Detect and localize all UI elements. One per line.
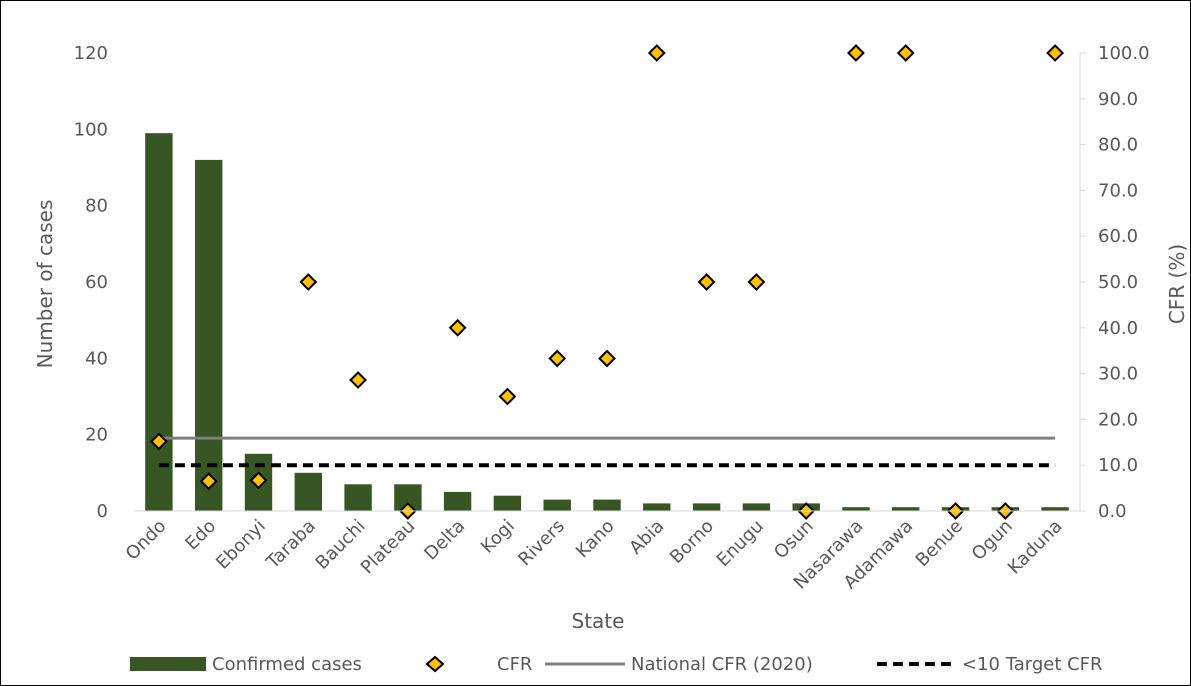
cfr-marker-ondo — [149, 432, 168, 451]
legend-label-national-cfr: National CFR (2020) — [631, 654, 813, 675]
y-tick-label: 80 — [85, 196, 108, 217]
cfr-marker-nasarawa — [847, 44, 865, 62]
bar-edo — [195, 159, 223, 511]
y2-tick-label: 0.0 — [1098, 501, 1127, 522]
bar-nasarawa — [842, 507, 870, 511]
cfr-marker-edo — [199, 472, 218, 491]
bar-adamawa — [892, 507, 920, 511]
x-tick-label-borno: Borno — [666, 516, 718, 568]
cfr-marker-kaduna — [1046, 44, 1065, 62]
x-tick-label-ondo: Ondo — [122, 516, 171, 565]
y-tick-label: 120 — [74, 43, 108, 64]
cfr-marker-adamawa — [896, 44, 915, 62]
x-tick-label-kaduna: Kaduna — [1004, 516, 1067, 579]
y-tick-label: 0 — [97, 501, 108, 522]
y2-axis-title: CFR (%) — [1165, 244, 1189, 324]
y2-tick-label: 100.0 — [1098, 43, 1150, 64]
y-axis-title: Number of cases — [33, 200, 57, 369]
legend-swatch-cfr-diamond-icon — [425, 655, 445, 673]
bar-series — [145, 133, 1069, 512]
legend: Confirmed cases CFR National CFR (2020) … — [130, 654, 1103, 675]
cfr-marker-enugu — [747, 273, 766, 291]
cfr-marker-borno — [697, 273, 716, 291]
bar-ondo — [145, 133, 173, 511]
legend-label-target-cfr: <10 Target CFR — [962, 654, 1103, 675]
y-tick-label: 40 — [85, 348, 108, 369]
x-axis-title: State — [572, 609, 625, 633]
cfr-marker-kano — [598, 349, 616, 368]
bar-bauchi — [344, 484, 372, 511]
y2-tick-label: 90.0 — [1098, 89, 1138, 110]
x-tick-label-abia: Abia — [625, 516, 668, 559]
bar-abia — [643, 503, 671, 511]
cfr-marker-ebonyi — [249, 471, 268, 490]
y2-tick-label: 20.0 — [1098, 409, 1138, 430]
y-tick-label: 20 — [85, 425, 108, 446]
x-tick-label-plateau: Plateau — [357, 516, 420, 579]
x-tick-label-enugu: Enugu — [713, 516, 768, 571]
x-tick-label-delta: Delta — [420, 516, 469, 565]
x-tick-label-ebonyi: Ebonyi — [212, 516, 270, 574]
bar-taraba — [294, 472, 322, 511]
cfr-marker-kogi — [498, 387, 517, 406]
cfr-markers — [149, 44, 1065, 520]
legend-label-confirmed-cases: Confirmed cases — [212, 654, 362, 675]
reference-lines — [158, 436, 1056, 468]
bar-rivers — [543, 499, 571, 511]
y-tick-label: 100 — [74, 119, 108, 140]
y2-tick-label: 50.0 — [1098, 272, 1138, 293]
legend-label-cfr: CFR — [497, 654, 532, 675]
cfr-marker-delta — [448, 318, 467, 337]
axes: 0 20 40 60 80 100 120 0.0 10.0 20.0 30.0 40.0 50.0 60… — [74, 43, 1150, 594]
bar-kano — [593, 499, 621, 511]
bar-delta — [443, 491, 472, 511]
x-tick-label-kano: Kano — [572, 516, 619, 563]
y2-tick-label: 40.0 — [1098, 318, 1138, 339]
x-tick-label-taraba: Taraba — [262, 516, 320, 574]
x-tick-label-rivers: Rivers — [514, 516, 568, 570]
cfr-marker-abia — [647, 44, 666, 62]
y-tick-label: 60 — [85, 272, 108, 293]
y2-tick-label: 10.0 — [1098, 455, 1138, 476]
legend-swatch-confirmed-cases — [130, 657, 206, 671]
bar-kaduna — [1041, 507, 1069, 511]
y2-tick-label: 30.0 — [1098, 364, 1138, 385]
cfr-marker-taraba — [299, 273, 318, 291]
y2-tick-label: 80.0 — [1098, 135, 1138, 156]
bar-enugu — [742, 503, 771, 511]
y2-tick-label: 70.0 — [1098, 180, 1138, 201]
y2-tick-label: 60.0 — [1098, 226, 1138, 247]
x-tick-label-benue: Benue — [912, 516, 967, 571]
bar-kogi — [493, 495, 522, 511]
bar-borno — [692, 503, 721, 511]
cfr-marker-rivers — [548, 349, 567, 368]
cfr-marker-bauchi — [349, 371, 367, 389]
x-tick-label-edo: Edo — [181, 516, 220, 555]
x-tick-label-kogi: Kogi — [477, 516, 519, 558]
x-tick-label-osun: Osun — [770, 516, 818, 564]
